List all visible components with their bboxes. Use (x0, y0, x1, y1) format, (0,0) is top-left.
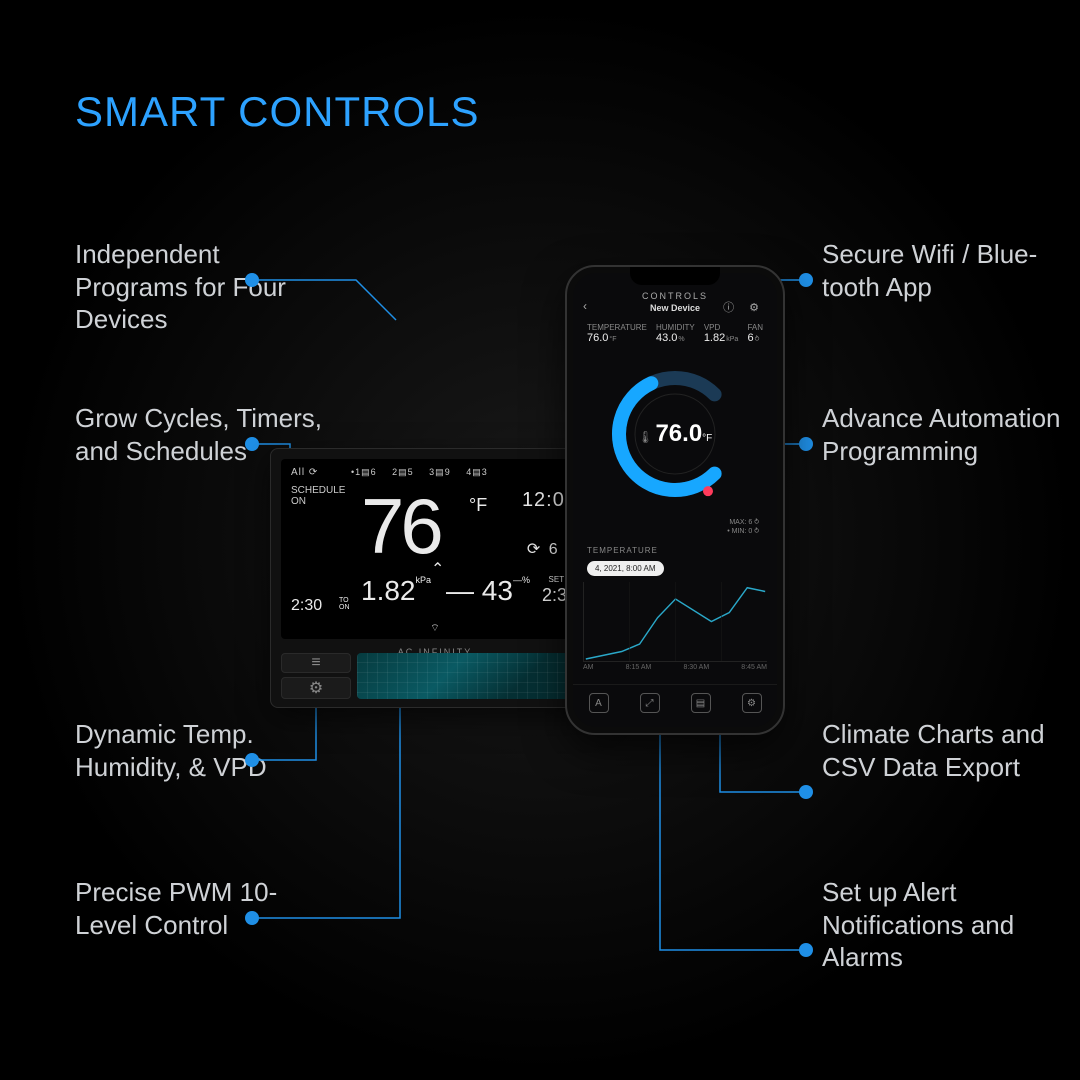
back-icon[interactable]: ‹ (583, 299, 587, 313)
stat-vpd: VPD 1.82kPa (704, 323, 738, 344)
nav-chart-icon[interactable]: ⤢ (640, 693, 660, 713)
xaxis-tick: 8:30 AM (683, 664, 709, 671)
feature-callout: Independent Programs for Four Devices (75, 238, 325, 336)
feature-callout: Climate Charts and CSV Data Export (822, 718, 1072, 783)
feature-callout: Advance Automation Programming (822, 402, 1072, 467)
temperature-gauge[interactable]: 🌡 76.0°F (595, 354, 755, 514)
circuit-board-cutaway (357, 653, 589, 699)
phone-header-icons[interactable]: ⓘ ⚙ (723, 299, 765, 315)
phone-screen: ‹ CONTROLS New Device ⓘ ⚙ TEMPERATURE 76… (573, 273, 777, 727)
stat-humidity: HUMIDITY 43.0% (656, 323, 695, 344)
xaxis-tick: AM (583, 664, 594, 671)
nav-settings-icon[interactable]: ⚙ (742, 693, 762, 713)
stat-label: TEMPERATURE (587, 323, 647, 332)
phone-notch (630, 267, 720, 285)
stat-value: 6 (747, 332, 753, 344)
xaxis-tick: 8:15 AM (626, 664, 652, 671)
phone-device: ‹ CONTROLS New Device ⓘ ⚙ TEMPERATURE 76… (565, 265, 785, 735)
lcd-schedule-label: SCHEDULE (291, 485, 345, 496)
lcd-schedule-on: ON (291, 496, 306, 507)
gauge-min: • MIN: 0 ⥁ (591, 527, 759, 536)
lcd-all: All ⟳ (291, 467, 318, 478)
gauge-unit: °F (702, 433, 712, 444)
controller-device: All ⟳ •1▤6 2▤5 3▤9 4▤3 SCHEDULE ON 76 °F… (270, 448, 600, 708)
chart-section-label: TEMPERATURE (573, 536, 777, 557)
thermometer-icon: 🌡 (638, 430, 653, 444)
feature-callout: Secure Wifi / Blue-tooth App (822, 238, 1072, 303)
gauge-minmax: MAX: 6 ⥁ • MIN: 0 ⥁ (573, 518, 777, 536)
stat-unit: °F (609, 336, 616, 343)
lcd-arrow-up: ⌃ (431, 559, 444, 579)
menu-button[interactable]: ≡ (281, 653, 351, 673)
lcd-schedule: SCHEDULE ON (291, 485, 345, 507)
feature-callout: Set up Alert Notifications and Alarms (822, 876, 1072, 974)
stat-label: FAN (747, 323, 763, 332)
lcd-toon: TOON (339, 597, 350, 611)
lcd-ports: •1▤6 2▤5 3▤9 4▤3 (351, 467, 488, 478)
stat-unit: ⥁ (755, 336, 760, 343)
feature-callout: Precise PWM 10-Level Control (75, 876, 325, 941)
gauge-center: 🌡 76.0°F (595, 354, 755, 514)
nav-auto-icon[interactable]: A (589, 693, 609, 713)
feature-callout: Dynamic Temp. Humidity, & VPD (75, 718, 325, 783)
gauge-max: MAX: 6 ⥁ (591, 518, 759, 527)
lcd-temp: 76 (361, 481, 440, 572)
stat-temp: TEMPERATURE 76.0°F (587, 323, 647, 344)
controller-bottombar: ≡ ⚙ (281, 653, 589, 699)
xaxis-tick: 8:45 AM (741, 664, 767, 671)
controller-lcd: All ⟳ •1▤6 2▤5 3▤9 4▤3 SCHEDULE ON 76 °F… (281, 459, 589, 639)
lcd-temp-unit: °F (469, 495, 487, 516)
stat-label: HUMIDITY (656, 323, 695, 332)
gauge-value: 76.0 (655, 420, 702, 447)
chart-time-badge[interactable]: 4, 2021, 8:00 AM (587, 561, 664, 576)
phone-bottom-nav: A ⤢ ▤ ⚙ (573, 684, 777, 721)
phone-stats-row: TEMPERATURE 76.0°F HUMIDITY 43.0% VPD 1.… (573, 313, 777, 348)
stat-fan: FAN 6⥁ (747, 323, 763, 344)
stat-unit: % (678, 336, 684, 343)
lcd-kpa: 1.82kPa (361, 575, 431, 607)
infographic-stage: SMART CONTROLS Independent Programs for … (0, 0, 1080, 1080)
stat-value: 43.0 (656, 332, 677, 344)
wifi-icon: ⌔ (430, 622, 439, 635)
stat-label: VPD (704, 323, 738, 332)
lcd-time-left: 2:30 (291, 597, 322, 615)
settings-button[interactable]: ⚙ (281, 677, 351, 699)
stat-value: 1.82 (704, 332, 725, 344)
chart-xaxis: AM 8:15 AM 8:30 AM 8:45 AM (573, 662, 777, 673)
stat-unit: kPa (726, 336, 738, 343)
lcd-humidity: — 43—% (446, 575, 530, 607)
page-title: SMART CONTROLS (75, 88, 480, 136)
nav-alerts-icon[interactable]: ▤ (691, 693, 711, 713)
stat-value: 76.0 (587, 332, 608, 344)
temperature-chart[interactable] (583, 582, 767, 662)
